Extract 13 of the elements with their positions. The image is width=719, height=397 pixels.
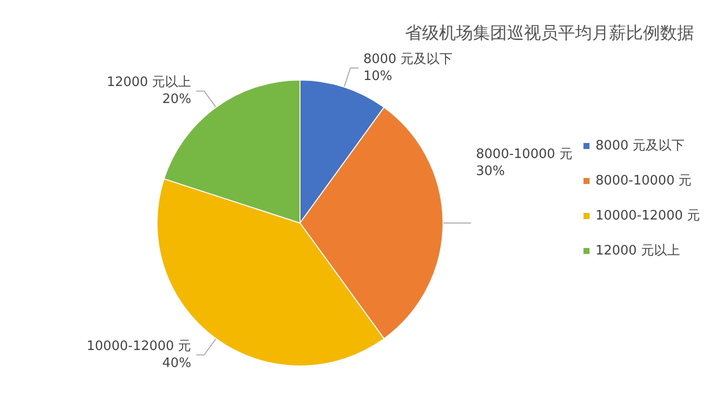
slice-label: 8000-10000 元 — [476, 147, 572, 162]
legend-label: 8000-10000 元 — [595, 174, 692, 188]
data-label: 10% — [363, 68, 392, 84]
chart-title: 省级机场集团巡视员平均月薪比例数据 — [405, 24, 694, 44]
legend-label: 10000-12000 元 — [595, 208, 700, 224]
data-label: 20% — [162, 92, 192, 108]
slice-label: 12000 元以上 — [106, 75, 192, 90]
slice-label: 8000 元及以下 — [363, 52, 453, 67]
data-label: 30% — [476, 164, 505, 179]
data-label: 40% — [162, 356, 192, 371]
legend-label: 8000 元及以下 — [595, 138, 685, 154]
legend-label: 12000 元以上 — [595, 244, 680, 258]
slice-label: 10000-12000 元 — [86, 338, 192, 354]
